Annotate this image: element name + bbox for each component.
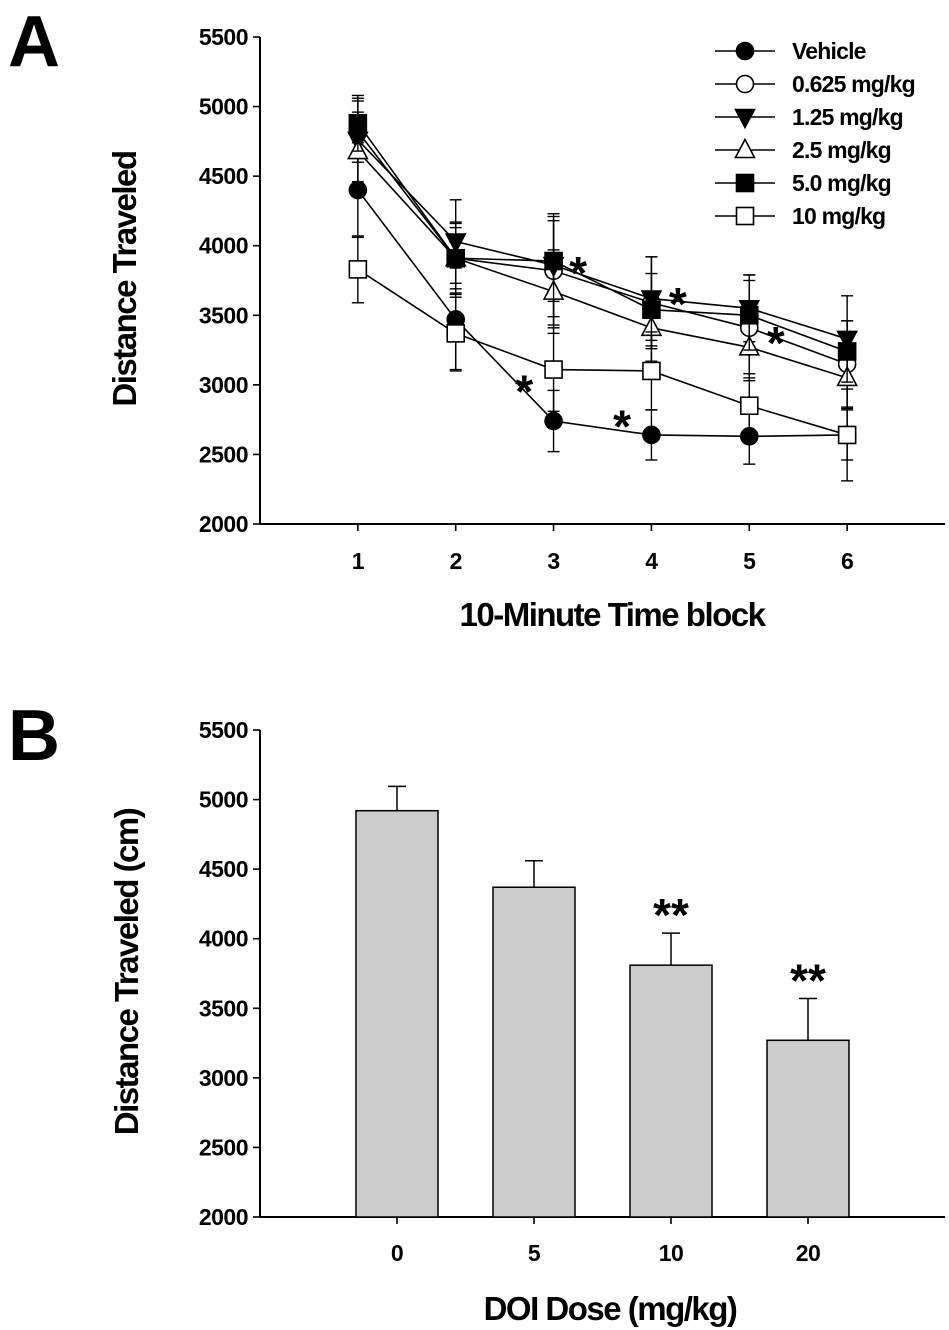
legend-label: Vehicle [792,38,866,64]
line-chart-a: 2000 2500 3000 3500 4000 4500 5000 5500 1 2 3 4 5 6 10… [106,24,945,633]
significance-marker: ** [790,955,826,1007]
y-tick-label: 3500 [199,302,248,328]
y-tick-label: 2500 [199,441,248,467]
series-0 [349,143,855,464]
x-tick-label: 5 [743,548,756,574]
bar [356,811,438,1217]
data-point [545,253,562,270]
y-tick-label: 4500 [199,856,248,882]
x-axis-title: DOI Dose (mg/kg) [484,1290,737,1327]
data-point [349,261,366,278]
data-point [839,343,856,360]
y-tick-label: 5000 [199,94,248,120]
legend-marker [737,175,754,192]
significance-marker: * [767,317,785,369]
x-tick-label: 1 [352,548,365,574]
bar [493,887,575,1217]
x-axis-title: 10-Minute Time block [460,596,767,633]
data-point [643,301,660,318]
data-point [741,307,758,324]
x-tick-label: 6 [841,548,853,574]
x-tick-label: 3 [547,548,559,574]
y-tick-label: 2000 [199,1204,248,1230]
y-tick-label: 4000 [199,233,248,259]
legend-marker [737,43,754,60]
panel-letter-a: A [8,2,60,82]
y-axis-title: Distance Traveled (cm) [108,808,145,1135]
y-tick-label: 2500 [199,1134,248,1160]
y-tick-label: 3000 [199,372,248,398]
y-tick-label: 4000 [199,926,248,952]
y-tick-label: 3000 [199,1065,248,1091]
data-point [545,361,562,378]
significance-marker: ** [653,889,689,941]
x-tick-label: 2 [450,548,462,574]
legend-label: 5.0 mg/kg [792,170,891,196]
significance-marker: * [613,400,631,452]
y-tick-label: 2000 [199,511,248,537]
x-tick-label: 20 [796,1240,821,1266]
significance-marker: * [569,247,587,299]
data-point [447,250,464,267]
legend: Vehicle 0.625 mg/kg 1.25 mg/kg 2.5 mg/kg 5.0… [715,38,915,229]
significance-marker: * [515,365,533,417]
data-point [349,115,366,132]
data-point [839,426,856,443]
data-point [545,413,562,430]
data-point [643,362,660,379]
legend-label: 2.5 mg/kg [792,137,891,163]
significance-marker: * [669,278,687,330]
y-axis-title: Distance Traveled [106,151,143,406]
bar [630,965,712,1217]
legend-label: 1.25 mg/kg [792,104,903,130]
bar [767,1040,849,1217]
legend-marker [736,110,755,128]
y-tick-label: 5500 [199,24,248,50]
panel-letter-b: B [8,696,60,776]
x-tick-label: 4 [645,548,658,574]
y-tick-label: 5500 [199,717,248,743]
data-point [643,426,660,443]
y-tick-label: 4500 [199,163,248,189]
y-tick-label: 3500 [199,995,248,1021]
x-tick-label: 5 [528,1240,541,1266]
legend-label: 10 mg/kg [792,203,885,229]
legend-marker [737,76,754,93]
data-point [741,397,758,414]
legend-label: 0.625 mg/kg [792,71,915,97]
bar-chart-b: 2000 2500 3000 3500 4000 4500 5000 5500 0 5 10 ** 20… [108,717,945,1327]
x-tick-label: 10 [659,1240,684,1266]
data-point [447,325,464,342]
legend-marker [736,140,755,158]
legend-marker [737,208,754,225]
y-tick-label: 5000 [199,787,248,813]
x-tick-label: 0 [391,1240,403,1266]
